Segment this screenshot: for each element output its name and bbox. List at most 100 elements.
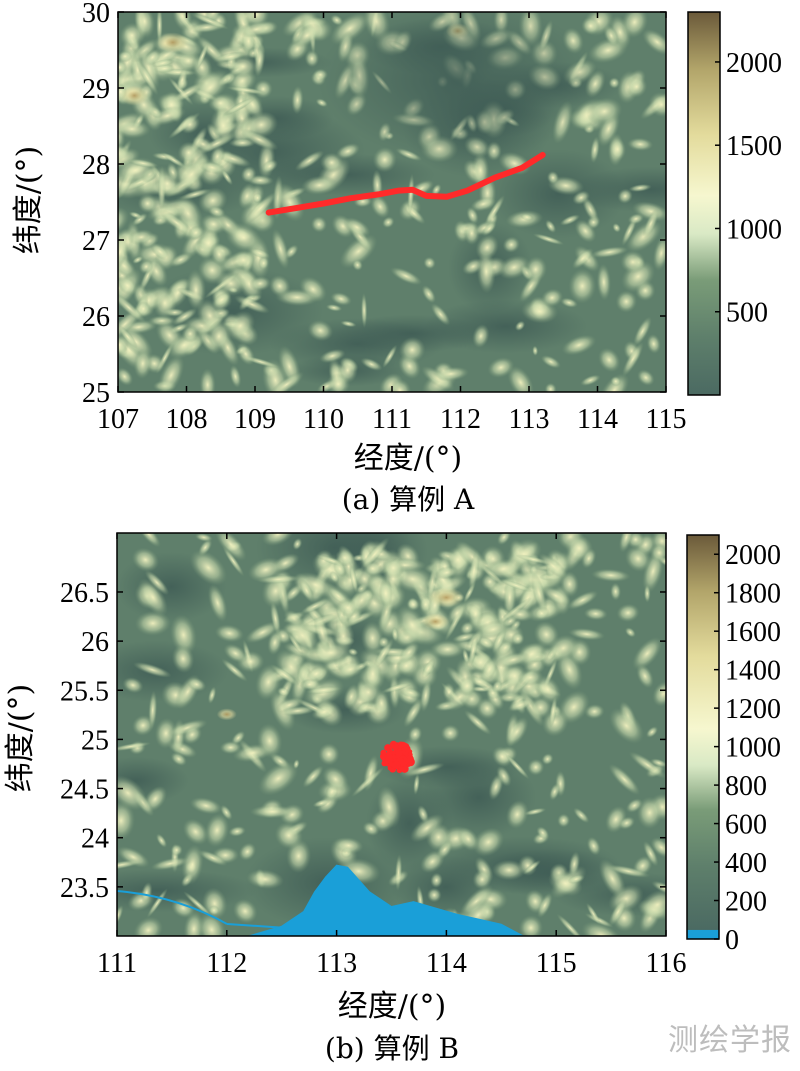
terrain-hill [137,46,160,90]
terrain-hill [541,585,571,606]
terrain-hill [170,614,197,656]
terrain-hill [421,658,436,680]
terrain-hill [199,368,216,392]
terrain-hill [176,67,188,93]
terrain-hill [154,170,180,197]
terrain-hill [301,175,338,195]
colorbar-tick-label: 1800 [725,579,781,610]
terrain-hill [381,681,413,694]
terrain-hill [122,677,144,694]
terrain-hill [137,578,168,617]
terrain-hill [326,372,351,392]
terrain-hill [511,632,525,646]
terrain-hill [586,902,601,926]
terrain-hill [252,192,263,204]
terrain-hill [237,20,276,38]
terrain-hill [190,13,229,30]
terrain-hill [643,584,651,603]
region-b [379,740,415,774]
terrain-hill [650,837,666,858]
terrain-hill [86,39,120,78]
terrain-hill [523,860,541,875]
terrain-hill [292,23,322,48]
terrain-hill [360,292,368,329]
terrain-hill [636,796,663,830]
terrain-hill [322,766,349,792]
y-tick-label: 25 [81,725,109,756]
terrain-hill [396,605,428,645]
terrain-hill [249,804,296,819]
terrain-hill [487,357,515,378]
terrain-hill [191,135,215,153]
terrain-hill [532,345,539,356]
terrain-hill [537,892,553,918]
terrain-hill [549,783,561,801]
terrain-hill [191,69,230,106]
terrain-hill [134,12,155,39]
terrain-hill [329,570,340,584]
terrain-hill [191,54,213,81]
colorbar-tick-label: 500 [726,298,768,329]
terrain-hill [639,889,666,921]
terrain-hill [138,259,154,275]
terrain-hill [362,821,380,837]
terrain-hill [330,12,370,46]
terrain-hill [352,259,363,271]
terrain-hill [274,821,303,850]
terrain-hill [609,707,644,744]
terrain-hill [650,758,666,768]
y-tick-label: 25.5 [60,676,109,707]
terrain-hill [370,195,390,219]
terrain-hill [549,695,558,728]
terrain-hill [306,665,327,683]
terrain-hill [236,342,255,366]
terrain-hill [231,249,256,271]
terrain-hill [642,840,659,867]
terrain-hill [270,664,300,687]
terrain-hill [133,347,153,380]
terrain-peak [120,85,149,106]
terrain-hill [157,354,185,392]
terrain-hill [373,689,390,718]
water-area-b [248,864,524,936]
terrain-hill [584,703,605,720]
colorbar-tick-label: 600 [725,810,767,841]
terrain-hill [227,55,258,78]
y-tick-label: 29 [82,74,110,105]
x-tick-label: 108 [166,404,208,435]
terrain-hill [476,697,499,720]
terrain-hill [491,746,513,768]
terrain-hill [608,77,621,89]
terrain-hill [610,376,622,387]
terrain-hill [596,263,611,301]
terrain-hill [472,827,505,857]
terrain-hill [118,324,138,349]
terrain-hill [546,170,560,185]
terrain-hill [293,759,300,770]
terrain-hill [340,320,357,328]
colorbar-b [686,534,720,940]
terrain-hill [172,308,198,326]
terrain-hill [261,159,278,174]
terrain-hill [624,545,652,572]
terrain-hill [382,344,398,369]
terrain-hill [652,681,666,707]
y-tick-label: 27 [82,226,110,257]
terrain-hill [435,565,459,580]
terrain-hill [628,751,666,779]
panel-a: 107 108 109 110 111 112 113 114 115 25 26 27 28 29 30… [11,0,782,516]
terrain-hill [179,115,201,134]
terrain-hill [206,319,232,353]
terrain-hill [177,141,200,164]
terrain-hill [517,668,544,687]
terrain-hill [131,547,160,572]
terrain-peak [216,708,237,721]
terrain-hill [616,603,640,623]
terrain-hill [524,256,548,283]
x-tick-label: 111 [97,948,137,979]
terrain-hill [440,724,460,742]
terrain-hill [170,843,183,857]
terrain-hill [477,635,495,650]
terrain-hill [530,572,548,615]
terrain-hill [183,891,213,918]
